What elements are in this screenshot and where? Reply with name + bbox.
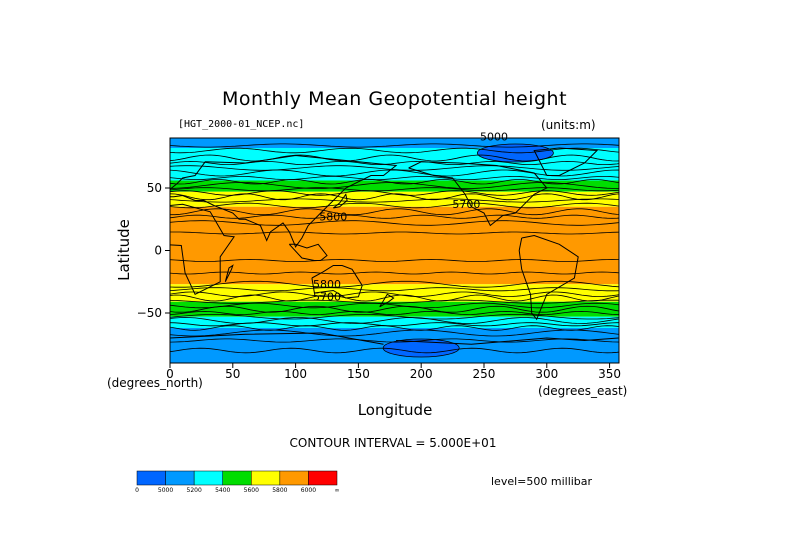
contour-line <box>170 154 619 162</box>
colorbar-swatch <box>193 470 223 486</box>
contour-line <box>170 182 619 189</box>
chart-title: Monthly Mean Geopotential height <box>221 88 568 110</box>
coastline <box>518 234 579 321</box>
coastline <box>379 293 395 308</box>
x-tick-label: 50 <box>225 367 240 381</box>
contour-label: 5700 <box>313 291 341 304</box>
colorbar-label: ∞ <box>335 487 340 494</box>
colorbar-label: 5400 <box>215 487 230 494</box>
contour-line <box>170 338 619 343</box>
colorbar-swatch <box>279 470 309 486</box>
contour-line <box>170 325 619 331</box>
contour-line <box>170 259 619 262</box>
contour-line <box>170 208 619 216</box>
contour-label: 5800 <box>319 211 347 224</box>
contour-interval-text: CONTOUR INTERVAL = 5.000E+01 <box>289 436 497 450</box>
contour-line <box>170 302 619 309</box>
contour-line <box>170 280 619 288</box>
contour-line <box>170 287 619 292</box>
x-tick-label: 150 <box>347 367 370 381</box>
coastline <box>170 203 235 295</box>
contour-line <box>170 347 619 354</box>
contour-line <box>170 231 619 235</box>
contour-line <box>170 202 619 209</box>
contour-label: 5700 <box>452 198 480 211</box>
x-tick-label: 300 <box>535 367 558 381</box>
contour-line <box>170 147 619 154</box>
colorbar-label: 6000 <box>301 487 316 494</box>
contour-line <box>170 329 619 337</box>
coastline <box>170 154 398 248</box>
colorbar-label: 5000 <box>158 487 173 494</box>
contour-line <box>170 314 619 320</box>
contour-line <box>170 179 619 185</box>
coastline <box>396 337 619 345</box>
field-band <box>170 191 619 207</box>
colorbar-swatch <box>136 470 166 486</box>
y-tick-label: 0 <box>154 244 162 258</box>
contour-line <box>170 271 619 275</box>
contour-line <box>170 193 619 201</box>
contour-line <box>170 322 619 327</box>
colorbar-label: 5200 <box>187 487 202 494</box>
level-text: level=500 millibar <box>491 475 593 488</box>
colorbar-swatch <box>222 470 252 486</box>
field-band <box>170 316 619 328</box>
colorbar-label: 5600 <box>244 487 259 494</box>
x-tick-label: 350 <box>598 367 621 381</box>
x-tick-label: 200 <box>410 367 433 381</box>
contour-line <box>170 310 619 316</box>
contour-line <box>170 299 619 304</box>
contour-line <box>170 143 619 148</box>
x-tick-label: 250 <box>473 367 496 381</box>
contour-line <box>170 220 619 226</box>
coastline <box>288 243 328 261</box>
contour-line <box>170 198 619 203</box>
coastline <box>224 264 234 283</box>
x-tick-label: 100 <box>284 367 307 381</box>
contour-label: 5000 <box>480 131 508 144</box>
y-tick-label: 50 <box>147 181 162 195</box>
contour-line <box>170 214 619 219</box>
y-unit-label: (degrees_north) <box>107 376 203 390</box>
contour-line <box>170 305 619 313</box>
x-tick-label: 0 <box>166 367 174 381</box>
coastline <box>408 161 548 227</box>
field-band <box>170 284 619 302</box>
x-unit-label: (degrees_east) <box>538 384 628 398</box>
x-axis-label: Longitude <box>357 401 433 419</box>
coastline <box>170 332 384 345</box>
contour-label: 5800 <box>313 278 341 291</box>
units-label: (units:m) <box>541 118 596 132</box>
field-band <box>170 138 619 148</box>
colorbar-label: 0 <box>135 487 139 494</box>
colorbar-label: 5800 <box>272 487 287 494</box>
coastline <box>332 193 348 209</box>
contour-line <box>170 176 619 180</box>
file-label: [HGT_2000-01_NCEP.nc] <box>178 119 305 130</box>
field-band <box>170 168 619 181</box>
y-tick-label: −50 <box>137 306 162 320</box>
field-band <box>170 180 619 192</box>
contour-line <box>170 291 619 297</box>
colorbar-swatch <box>308 470 338 486</box>
colorbar-swatch <box>251 470 281 486</box>
coastline <box>533 147 599 176</box>
coastline <box>311 265 363 299</box>
colorbar-swatch <box>165 470 195 486</box>
